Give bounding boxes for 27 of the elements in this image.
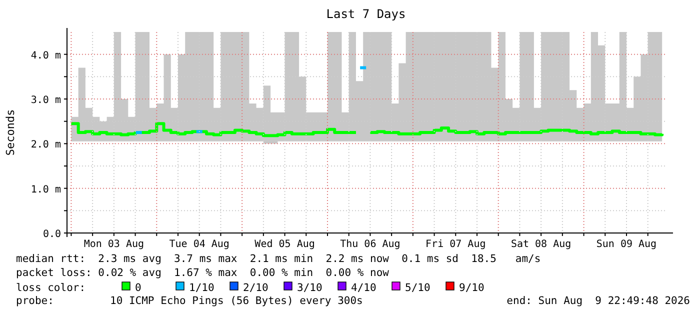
x-tick-label: Sun 09 Aug xyxy=(596,239,657,250)
text: end: Sun Aug 9 22:49:48 2026 xyxy=(506,295,690,307)
legend-label: 3/10 xyxy=(297,282,322,294)
y-tick-label: 1.0 m xyxy=(30,184,61,196)
x-tick-label: Fri 07 Aug xyxy=(426,239,486,250)
legend-title: loss color: xyxy=(16,282,86,294)
x-tick-label: Thu 06 Aug xyxy=(340,239,400,250)
x-tick-label: Sat 08 Aug xyxy=(510,239,572,250)
x-tick-label: Mon 03 Aug xyxy=(84,239,144,250)
legend-label: 4/10 xyxy=(351,282,376,294)
y-tick-label: 0.0 xyxy=(42,229,61,240)
y-tick-label: 3.0 m xyxy=(30,95,61,106)
text: 10 ICMP Echo Pings (56 Bytes) every 300s xyxy=(110,295,363,307)
x-tick-label: Wed 05 Aug xyxy=(254,239,315,250)
y-tick-label: 4.0 m xyxy=(30,50,61,62)
y-tick-label: 2.0 m xyxy=(30,140,61,151)
y-axis-title: Seconds xyxy=(4,109,17,156)
legend-label: 1/10 xyxy=(189,282,214,294)
text: probe: xyxy=(16,295,54,307)
legend-label: 5/10 xyxy=(405,282,430,294)
x-tick-label: Tue 04 Aug xyxy=(169,239,230,250)
legend-label: 9/10 xyxy=(459,282,484,294)
text: packet loss: 0.02 % avg 1.67 % max 0.00 % min 0.00 % now xyxy=(16,267,390,279)
legend-label: 2/10 xyxy=(243,282,268,294)
legend-label: 0 xyxy=(135,282,142,294)
chart-title: Last 7 Days xyxy=(326,7,406,21)
text: median rtt: 2.3 ms avg 3.7 ms max 2.1 ms min 2.2 ms now 0.1 ms sd 18.5 am/s xyxy=(16,253,541,265)
